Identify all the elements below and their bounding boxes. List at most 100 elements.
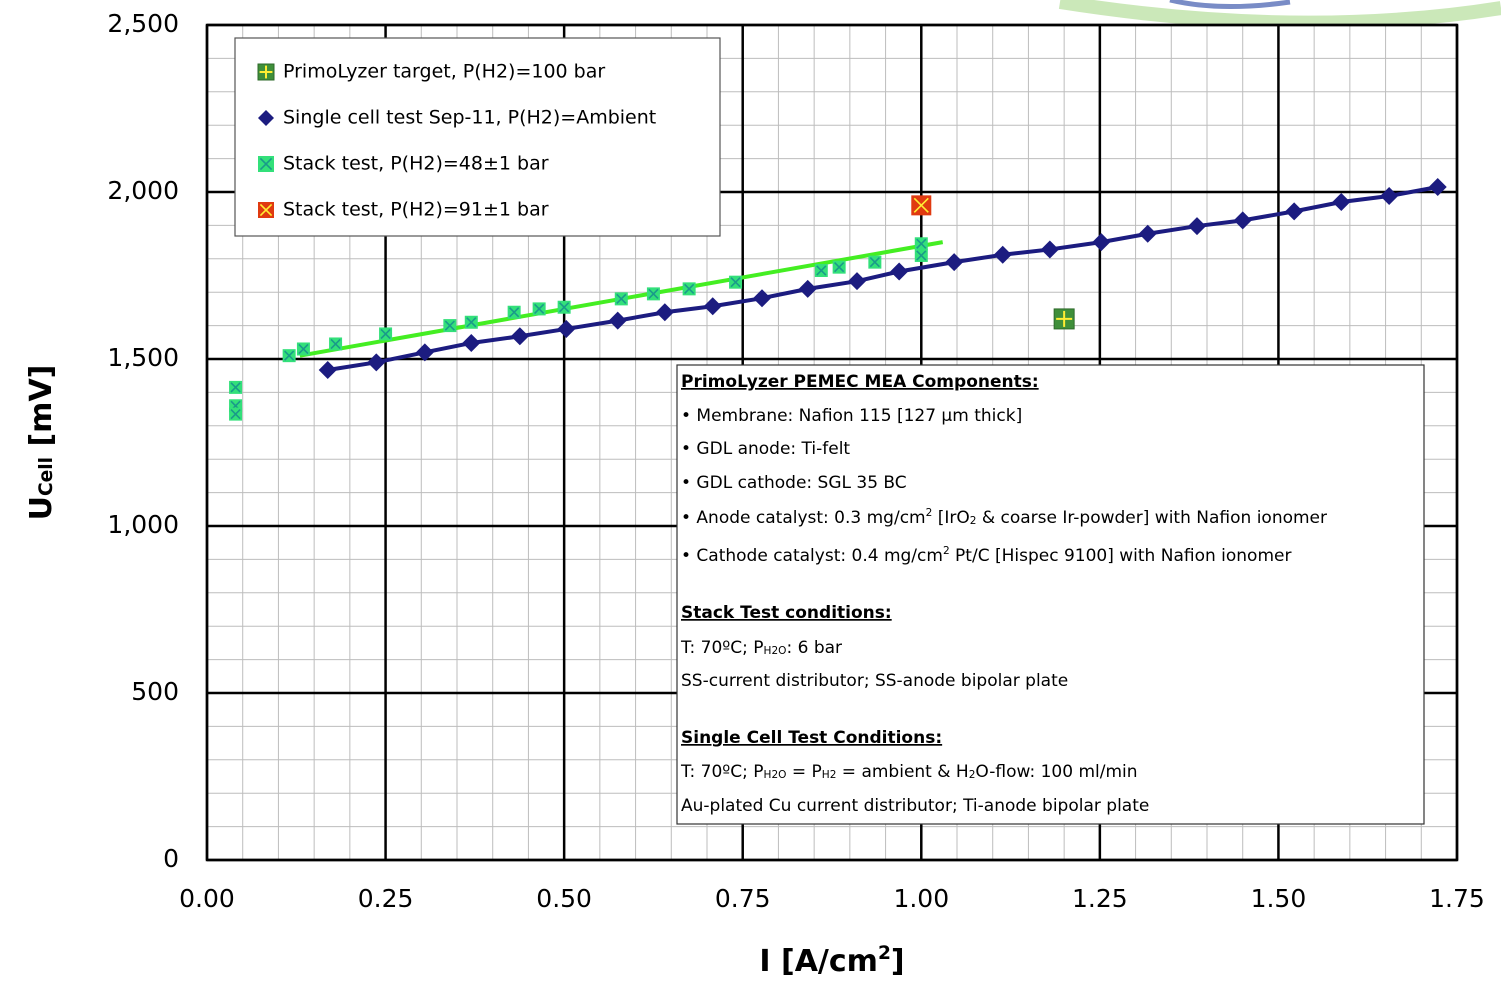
legend-label: Stack test, P(H2)=48±1 bar [283,153,549,175]
marker-cross [259,203,273,217]
annotation-line: • GDL cathode: SGL 35 BC [681,473,907,493]
plot-frame [205,23,1459,862]
legend-marker [258,110,274,126]
text-part: & coarse Ir-powder] with Nafion ionomer [976,508,1327,528]
data-point [993,245,1012,264]
text-part: • Membrane: Nafion 115 [127 µm thick] [681,406,1022,426]
data-point [655,303,674,322]
text-part: = ambient & H [836,762,968,782]
x-tick-label: 1.75 [1429,884,1485,913]
annotation-line: T: 70ºC; PH2O: 6 bar [680,638,842,658]
plot-marks [229,177,1447,421]
data-point [798,279,817,298]
data-point [510,327,529,346]
data-point [1380,187,1399,206]
annotation-box [676,364,1425,825]
data-point [1092,233,1111,252]
text-part: O-flow: 100 ml/min [975,762,1137,782]
text-part: T: 70ºC; P [680,638,764,658]
subscript: H2 [822,769,837,781]
marker-cross [534,303,545,315]
marker-cross [816,265,827,276]
data-point [1428,177,1447,196]
text-part: U [24,496,59,520]
text-part: ] [891,944,905,979]
subscript: 2 [970,515,977,527]
marker-cross [259,157,273,171]
annotation-line: • Anode catalyst: 0.3 mg/cm2 [IrO2 & coa… [681,507,1327,528]
y-tick-label: 1,000 [107,510,179,539]
x-axis-title: I [A/cm2] [759,943,904,979]
data-point [890,262,909,281]
y-tick-label: 1,500 [107,343,179,372]
annotation-line: • Cathode catalyst: 0.4 mg/cm2 Pt/C [His… [681,545,1291,566]
data-point [415,343,434,362]
subscript: H2O [764,769,787,781]
marker-cross [684,283,695,294]
data-point [1233,211,1252,230]
annotation-heading: Stack Test conditions: [681,603,892,623]
superscript: 2 [926,507,933,519]
legend-label: PrimoLyzer target, P(H2)=100 bar [283,61,605,83]
text-part: = P [786,762,821,782]
text-part: [mV] [24,365,59,457]
text-part: • GDL cathode: SGL 35 BC [681,473,907,493]
text-part: Stack Test conditions: [681,603,892,623]
marker-cross [330,338,341,350]
text-part: : 6 bar [786,638,842,658]
x-tick-label: 0.75 [715,884,771,913]
text-part: • GDL anode: Ti-felt [681,439,850,459]
annotation-heading: PrimoLyzer PEMEC MEA Components: [681,372,1039,392]
x-tick-label: 0.50 [536,884,592,913]
text-part: • Cathode catalyst: 0.4 mg/cm [681,546,943,566]
marker-cross [916,250,927,261]
data-point [318,361,337,380]
y-axis-title: UCell [mV] [24,365,59,521]
subscript: 2 [969,769,976,781]
data-point [367,353,386,372]
legend: PrimoLyzer target, P(H2)=100 bar Single c… [234,37,721,237]
annotation-line: Au-plated Cu current distributor; Ti-ano… [681,796,1149,816]
legend-box [234,37,721,237]
text-part: Au-plated Cu current distributor; Ti-ano… [681,796,1149,816]
marker-cross [559,302,570,313]
text-part: • Anode catalyst: 0.3 mg/cm [681,508,926,528]
annotation: PrimoLyzer PEMEC MEA Components: • Membra… [676,364,1425,825]
y-tick-label: 2,000 [107,176,179,205]
x-tick-label: 0.25 [358,884,414,913]
marker-cross [913,197,929,213]
marker-cross [509,307,520,318]
marker-cross [616,293,627,304]
annotation-line: SS-current distributor; SS-anode bipolar… [681,671,1068,691]
data-point [703,297,722,316]
annotation-heading: Single Cell Test Conditions: [681,728,942,748]
text-part: SS-current distributor; SS-anode bipolar… [681,671,1068,691]
data-point [753,289,771,308]
annotation-line: T: 70ºC; PH2O = PH2 = ambient & H2O-flow… [680,762,1138,782]
data-point [557,319,576,338]
logo-swoosh [1058,0,1501,30]
marker-cross [444,320,455,331]
data-point [608,311,627,330]
data-point [1285,202,1304,221]
data-point [1188,217,1206,236]
text-part: [IrO [932,508,969,528]
subscript: Cell [36,457,57,496]
text-part: T: 70ºC; P [680,762,764,782]
marker-cross [380,328,391,340]
marker-cross [916,238,927,249]
marker-cross [869,257,880,268]
y-tick-label: 0 [163,844,179,873]
text-part: PrimoLyzer PEMEC MEA Components: [681,372,1039,392]
legend-label: Single cell test Sep-11, P(H2)=Ambient [283,107,656,129]
logo-swoosh [1169,0,1291,10]
data-point [848,272,866,291]
annotation-line: • GDL anode: Ti-felt [681,439,850,459]
x-tick-label: 1.50 [1251,884,1307,913]
marker-cross [298,343,309,355]
marker-cross [230,408,241,420]
data-point [1040,240,1059,259]
subscript: H2O [764,645,787,657]
series-line [327,185,1439,372]
